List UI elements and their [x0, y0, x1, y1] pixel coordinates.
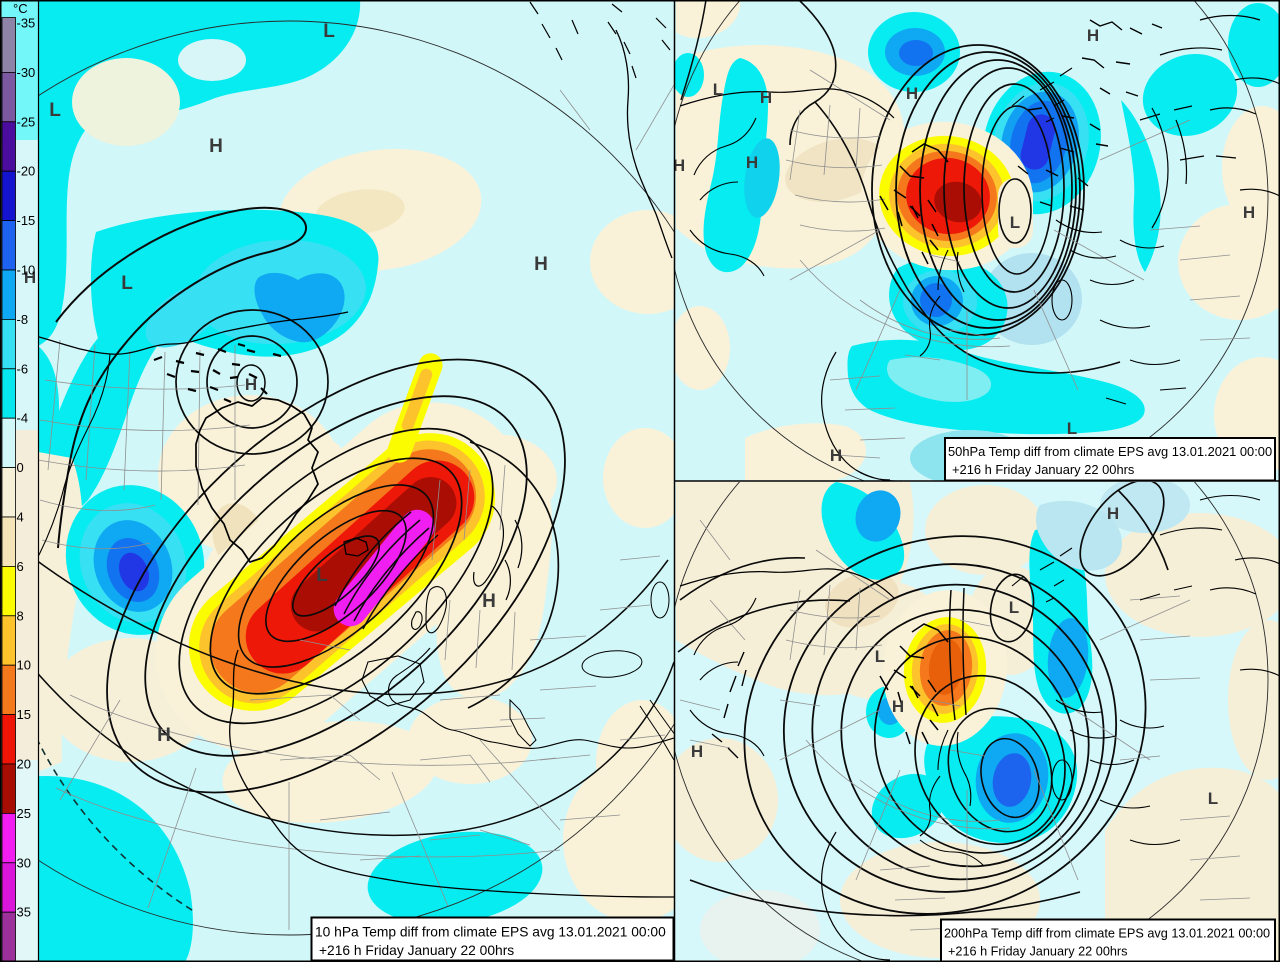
svg-text:10: 10: [17, 658, 31, 673]
svg-text:35: 35: [17, 905, 31, 920]
svg-text:H: H: [482, 591, 496, 612]
svg-text:30: 30: [17, 855, 31, 870]
svg-text:L: L: [1009, 598, 1019, 617]
svg-text:L: L: [875, 647, 885, 666]
svg-text:-10: -10: [17, 263, 36, 278]
svg-text:15: 15: [17, 707, 31, 722]
svg-text:H: H: [673, 156, 685, 175]
svg-text:-4: -4: [17, 411, 29, 426]
svg-text:20: 20: [17, 757, 31, 772]
svg-text:-6: -6: [17, 361, 29, 376]
svg-text:H: H: [1243, 203, 1255, 222]
svg-text:H: H: [906, 84, 918, 103]
svg-text:H: H: [24, 268, 36, 287]
svg-text:H: H: [1107, 504, 1119, 523]
svg-text:-35: -35: [17, 16, 36, 31]
svg-text:L: L: [713, 80, 723, 99]
svg-text:H: H: [1087, 26, 1099, 45]
svg-text:+216 h Friday January 22 00hrs: +216 h Friday January 22 00hrs: [948, 945, 1128, 959]
svg-text:10 hPa Temp diff from climate: 10 hPa Temp diff from climate EPS avg 13…: [315, 925, 666, 940]
svg-text:H: H: [157, 725, 171, 746]
svg-text:+216 h Friday January 22 00hrs: +216 h Friday January 22 00hrs: [952, 462, 1134, 477]
svg-text:L: L: [49, 100, 61, 121]
svg-text:+216 h Friday January 22 00hrs: +216 h Friday January 22 00hrs: [319, 943, 514, 958]
svg-text:H: H: [245, 375, 257, 394]
svg-text:H: H: [534, 254, 548, 275]
svg-text:-30: -30: [17, 65, 36, 80]
svg-text:-15: -15: [17, 213, 36, 228]
svg-text:H: H: [746, 153, 758, 172]
svg-text:L: L: [316, 565, 328, 586]
svg-text:4: 4: [17, 510, 24, 525]
svg-text:L: L: [121, 273, 133, 294]
svg-text:L: L: [1208, 789, 1218, 808]
svg-text:H: H: [830, 446, 842, 465]
svg-text:L: L: [323, 21, 335, 42]
svg-text:H: H: [892, 697, 904, 716]
svg-text:6: 6: [17, 559, 24, 574]
svg-text:-8: -8: [17, 312, 29, 327]
svg-text:-25: -25: [17, 114, 36, 129]
svg-text:8: 8: [17, 608, 24, 623]
svg-text:50hPa Temp diff from climate E: 50hPa Temp diff from climate EPS avg 13.…: [948, 444, 1272, 459]
svg-text:200hPa Temp diff from climate: 200hPa Temp diff from climate EPS avg 13…: [944, 927, 1270, 941]
svg-text:H: H: [760, 88, 772, 107]
svg-text:25: 25: [17, 806, 31, 821]
svg-text:H: H: [209, 136, 223, 157]
svg-text:L: L: [1067, 419, 1077, 438]
svg-text:0: 0: [17, 460, 24, 475]
svg-text:H: H: [691, 742, 703, 761]
svg-text:°C: °C: [13, 1, 28, 16]
svg-text:-20: -20: [17, 164, 36, 179]
svg-text:L: L: [1010, 213, 1020, 232]
